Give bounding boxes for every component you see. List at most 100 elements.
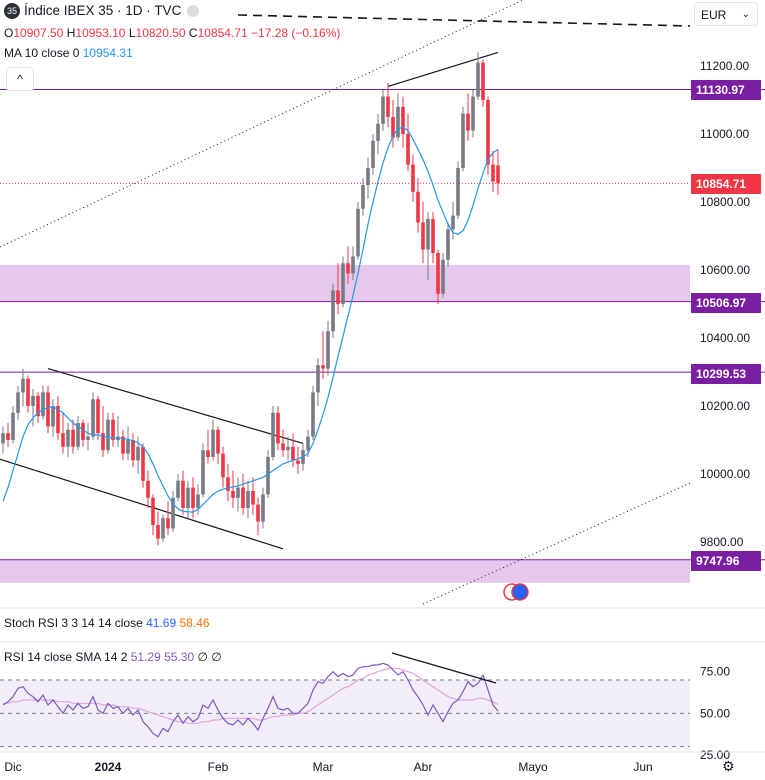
price-tick-label: 10200.00 — [700, 399, 750, 413]
candle-body — [296, 460, 300, 464]
candle-body — [51, 406, 55, 427]
price-tick-label: 10600.00 — [700, 263, 750, 277]
candle — [336, 263, 340, 315]
candle-body — [451, 215, 455, 230]
candle — [486, 96, 490, 175]
candle — [101, 406, 105, 457]
ma-10-line — [2, 126, 499, 513]
candle — [431, 212, 435, 264]
candle — [341, 256, 345, 308]
candle — [371, 134, 375, 175]
candle-body — [81, 423, 85, 440]
candle-body — [76, 423, 80, 447]
candle-body — [36, 395, 40, 417]
currency-select[interactable]: EUR ⌄ — [694, 2, 758, 26]
candle-body — [101, 433, 105, 451]
candle — [71, 419, 75, 454]
candle-body — [41, 392, 45, 417]
ma-legend[interactable]: MA 10 close 0 10954.31 — [4, 46, 133, 60]
stoch-rsi-legend[interactable]: Stoch RSI 3 3 14 14 close 41.69 58.46 — [4, 616, 210, 630]
candle-body — [176, 480, 180, 498]
candle-body — [331, 290, 335, 332]
candle — [366, 157, 370, 199]
candle — [231, 470, 235, 508]
ma-series — [2, 126, 499, 513]
event-marker[interactable] — [503, 583, 529, 601]
rsi-tick-label: 75.00 — [700, 665, 730, 679]
candle — [61, 412, 65, 454]
candle — [446, 222, 450, 267]
candle — [226, 463, 230, 502]
ohlc-close-value: 10854.71 — [197, 26, 248, 40]
candle — [356, 202, 360, 260]
candle-body — [261, 494, 265, 522]
candle — [86, 423, 90, 451]
candle-body — [286, 446, 290, 451]
ohlc-open-label: O — [4, 26, 14, 40]
candle — [451, 202, 455, 240]
candle-body — [166, 518, 170, 529]
candle-body — [316, 365, 320, 393]
candle — [396, 93, 400, 141]
candle — [311, 385, 315, 440]
candle-body — [211, 429, 215, 457]
collapse-legend-button[interactable]: ^ — [6, 67, 34, 91]
candle-body — [486, 100, 490, 165]
candle-body — [391, 117, 395, 138]
candle-body — [406, 134, 410, 165]
candle-body — [141, 446, 145, 481]
candle — [106, 412, 110, 454]
rsi-sma-value: 55.30 — [164, 650, 195, 664]
candle-body — [366, 168, 370, 185]
candle-body — [351, 256, 355, 274]
candle — [146, 470, 150, 508]
candle — [466, 93, 470, 141]
candle-body — [226, 477, 230, 491]
candle — [291, 433, 295, 468]
time-tick-label: Mayo — [518, 760, 548, 774]
candle — [91, 392, 95, 440]
candle-body — [306, 436, 310, 451]
candle-body — [241, 487, 245, 508]
candle — [321, 331, 325, 379]
candle — [386, 83, 390, 128]
trend-lines[interactable] — [0, 51, 499, 550]
candle — [156, 511, 160, 546]
rsi-value: 51.29 — [130, 650, 161, 664]
candle-body — [346, 263, 350, 274]
candle — [21, 368, 25, 406]
candle-body — [91, 399, 95, 437]
candle-body — [476, 62, 480, 97]
candle-body — [396, 106, 400, 138]
candle — [416, 178, 420, 233]
candle — [461, 106, 465, 172]
channel-lower-trendline — [0, 458, 284, 550]
candle-body — [161, 518, 165, 539]
candle — [31, 389, 35, 427]
candle-body — [96, 399, 100, 434]
candle-body — [356, 208, 360, 257]
symbol-title-legend[interactable]: 35 Índice IBEX 35 · 1D · TVC — [4, 3, 200, 20]
candle — [406, 113, 410, 172]
candle-body — [251, 491, 255, 505]
candle-body — [341, 263, 345, 304]
symbol-badge-icon: 35 — [4, 3, 20, 20]
candle-body — [216, 429, 220, 454]
candle-body — [336, 290, 340, 304]
gear-icon[interactable]: ⚙ — [722, 758, 735, 774]
price-tick-label: 10800.00 — [700, 195, 750, 209]
time-axis-ticks: Dic 2024 Feb Mar Abr Mayo Jun — [0, 751, 765, 774]
parallel-channel-lower-dotted — [422, 482, 691, 605]
rsi-line — [2, 662, 499, 738]
support-zone — [0, 264, 690, 302]
candle-body — [201, 450, 205, 495]
candle-body — [6, 433, 10, 440]
candle — [51, 399, 55, 437]
candle — [151, 494, 155, 536]
rsi-legend[interactable]: RSI 14 close SMA 14 2 51.29 55.30 ∅ ∅ — [4, 650, 222, 664]
candle-body — [446, 229, 450, 260]
candle-body — [361, 185, 365, 209]
price-tick-label: 10400.00 — [700, 331, 750, 345]
candle — [76, 416, 80, 451]
